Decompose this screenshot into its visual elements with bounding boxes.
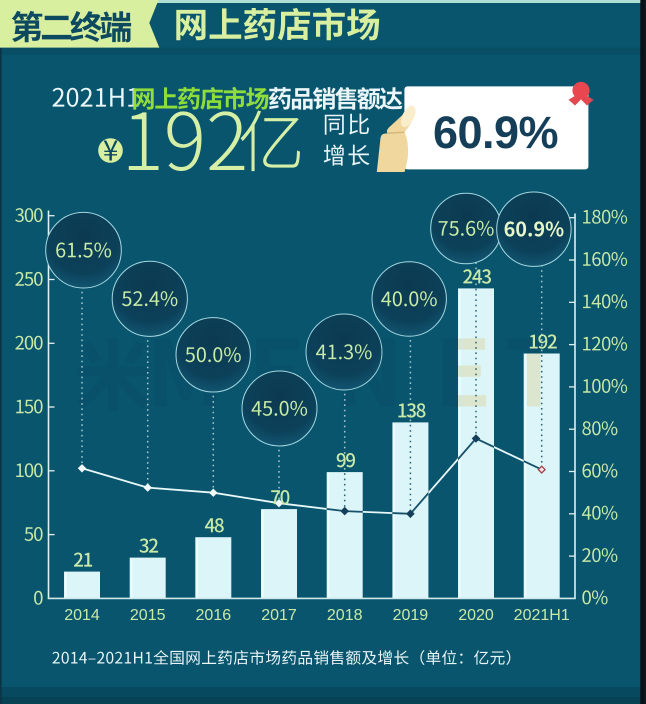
svg-text:2015: 2015 — [130, 607, 166, 624]
svg-text:2021H1: 2021H1 — [514, 607, 570, 624]
svg-text:2019: 2019 — [393, 607, 429, 624]
svg-text:60.9%: 60.9% — [433, 107, 558, 158]
svg-text:2018: 2018 — [327, 607, 363, 624]
svg-text:2014: 2014 — [64, 607, 100, 624]
svg-text:2016: 2016 — [196, 607, 232, 624]
svg-text:2017: 2017 — [261, 607, 297, 624]
svg-text:2020: 2020 — [458, 607, 494, 624]
